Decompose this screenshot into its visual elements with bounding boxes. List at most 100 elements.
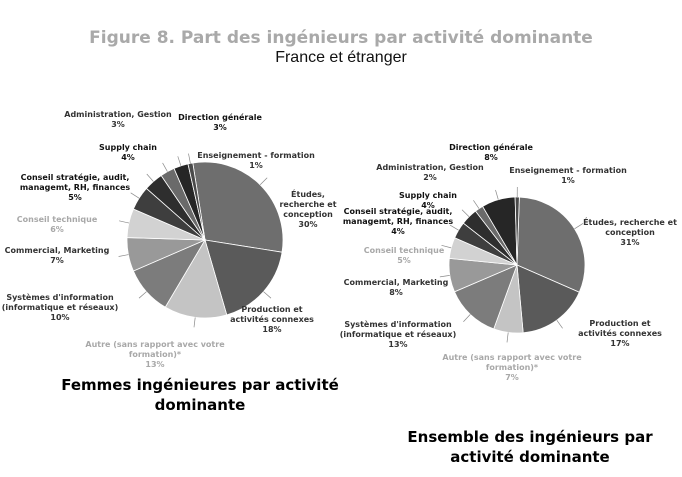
left-slice-label: Conseil technique 6%: [17, 215, 98, 234]
left-slice-category: Supply chain: [99, 143, 157, 152]
left-slice-percent: 5%: [68, 193, 82, 202]
left-slice-category: activités connexes: [230, 314, 314, 324]
right-slice-label: Direction générale 8%: [449, 142, 533, 162]
right-leader-line: [441, 244, 452, 249]
left-caption-line: dominante: [154, 396, 246, 414]
right-slice-label: Études, recherche et conception 31%: [583, 216, 677, 247]
left-pie-slice: [192, 161, 284, 253]
right-slice-category: Supply chain: [399, 191, 457, 200]
right-slice-category: Conseil technique: [364, 246, 445, 255]
left-leader-line: [118, 254, 129, 257]
right-slice-percent: 4%: [421, 201, 435, 210]
right-slice-label: Autre (sans rapport avec votre formation)…: [442, 353, 582, 382]
right-slice-percent: 1%: [561, 176, 575, 185]
right-leader-line: [463, 314, 471, 322]
left-slice-percent: 1%: [249, 161, 263, 170]
left-caption-line: Femmes ingénieures par activité: [61, 376, 339, 394]
left-slice-percent: 13%: [145, 360, 164, 369]
right-slice-category: Production et: [589, 319, 650, 328]
right-slice-category: Direction générale: [449, 142, 533, 152]
figure-subtitle: France et étranger: [275, 49, 407, 66]
left-leader-line: [259, 177, 268, 186]
right-leader-line: [461, 209, 470, 217]
left-slice-category: Enseignement - formation: [197, 151, 315, 160]
left-slice-label: Conseil stratégie, audit, managemt, RH, f…: [20, 172, 131, 202]
left-slice-category: conception: [283, 210, 333, 219]
left-slice-category: Conseil stratégie, audit,: [21, 172, 130, 182]
left-leader-line: [188, 153, 191, 164]
left-slice-percent: 18%: [262, 325, 281, 334]
left-slice-label: Enseignement - formation 1%: [197, 151, 315, 170]
right-slice-category: Systèmes d'information: [344, 319, 452, 329]
right-leader-line: [473, 200, 480, 209]
right-pie-slice: [514, 196, 520, 266]
right-slice-percent: 13%: [388, 340, 407, 349]
right-slice-category: managemt, RH, finances: [343, 217, 454, 226]
right-slice-percent: 8%: [389, 288, 403, 297]
left-slice-percent: 10%: [50, 313, 69, 322]
left-pie-caption: Femmes ingénieures par activité dominant…: [35, 375, 365, 415]
right-pie-slice: [516, 264, 580, 334]
right-leader-line: [439, 275, 450, 278]
right-slice-label: Conseil stratégie, audit, managemt, RH, f…: [343, 206, 454, 236]
right-slice-percent: 17%: [610, 339, 629, 348]
left-slice-label: Autre (sans rapport avec votre formation)…: [85, 340, 225, 369]
left-leader-line: [138, 291, 147, 299]
left-slice-category: Systèmes d'information: [6, 292, 114, 302]
left-slice-category: Direction générale: [178, 112, 262, 122]
right-caption-line: Ensemble des ingénieurs par: [407, 428, 653, 446]
right-slice-category: activités connexes: [578, 328, 662, 338]
right-slice-category: Études, recherche et: [583, 216, 677, 227]
left-slice-percent: 3%: [213, 123, 227, 132]
right-pie-slice: [453, 264, 518, 330]
right-slice-percent: 5%: [397, 256, 411, 265]
right-slice-category: Commercial, Marketing: [344, 278, 449, 287]
left-slice-category: Production et: [241, 305, 302, 314]
left-leader-line: [162, 162, 168, 172]
left-pie-slice: [164, 239, 228, 319]
right-slice-label: Conseil technique 5%: [364, 246, 445, 265]
left-leader-line: [146, 173, 154, 182]
right-slice-label: Production et activités connexes 17%: [578, 319, 662, 348]
right-slice-category: Autre (sans rapport avec votre: [442, 353, 582, 362]
right-slice-category: Administration, Gestion: [376, 163, 484, 172]
right-slice-percent: 31%: [620, 238, 639, 247]
right-leader-line: [506, 332, 509, 343]
left-slice-category: Commercial, Marketing: [5, 246, 110, 255]
right-leader-line: [556, 319, 563, 329]
right-slice-label: Administration, Gestion 2%: [376, 163, 484, 182]
left-slice-percent: 3%: [111, 120, 125, 129]
left-slice-label: Supply chain 4%: [99, 143, 157, 162]
right-slice-percent: 8%: [484, 153, 498, 162]
left-slice-label: Études, recherche et conception 30%: [279, 188, 336, 229]
right-slice-category: Conseil stratégie, audit,: [344, 206, 453, 216]
right-slice-percent: 2%: [423, 173, 437, 182]
right-slice-label: Commercial, Marketing 8%: [344, 278, 449, 297]
left-slice-label: Commercial, Marketing 7%: [5, 246, 110, 265]
right-slice-category: (informatique et réseaux): [340, 329, 456, 339]
right-slice-label: Supply chain 4%: [399, 191, 457, 210]
right-slice-label: Enseignement - formation 1%: [509, 166, 627, 185]
left-leader-line: [193, 317, 196, 328]
left-slice-category: Conseil technique: [17, 215, 98, 224]
right-slice-category: formation)*: [486, 363, 539, 372]
left-slice-label: Production et activités connexes 18%: [230, 305, 314, 334]
left-slice-label: Systèmes d'information (informatique et r…: [2, 292, 118, 322]
right-slice-category: conception: [605, 228, 655, 237]
left-slice-percent: 6%: [50, 225, 64, 234]
right-slice-percent: 4%: [391, 227, 405, 236]
right-slice-category: Enseignement - formation: [509, 166, 627, 175]
figure-title: Figure 8. Part des ingénieurs par activi…: [89, 28, 593, 48]
right-slice-percent: 7%: [505, 373, 519, 382]
left-slice-label: Direction générale 3%: [178, 112, 262, 132]
left-slice-percent: 7%: [50, 256, 64, 265]
left-leader-line: [263, 291, 272, 299]
right-leader-line: [495, 189, 499, 200]
left-leader-line: [177, 156, 182, 166]
left-slice-category: managemt, RH, finances: [20, 183, 131, 192]
left-slice-category: recherche et: [279, 200, 336, 209]
right-pie-caption: Ensemble des ingénieurs par activité dom…: [380, 427, 680, 467]
left-slice-percent: 4%: [121, 153, 135, 162]
left-leader-line: [130, 192, 140, 199]
